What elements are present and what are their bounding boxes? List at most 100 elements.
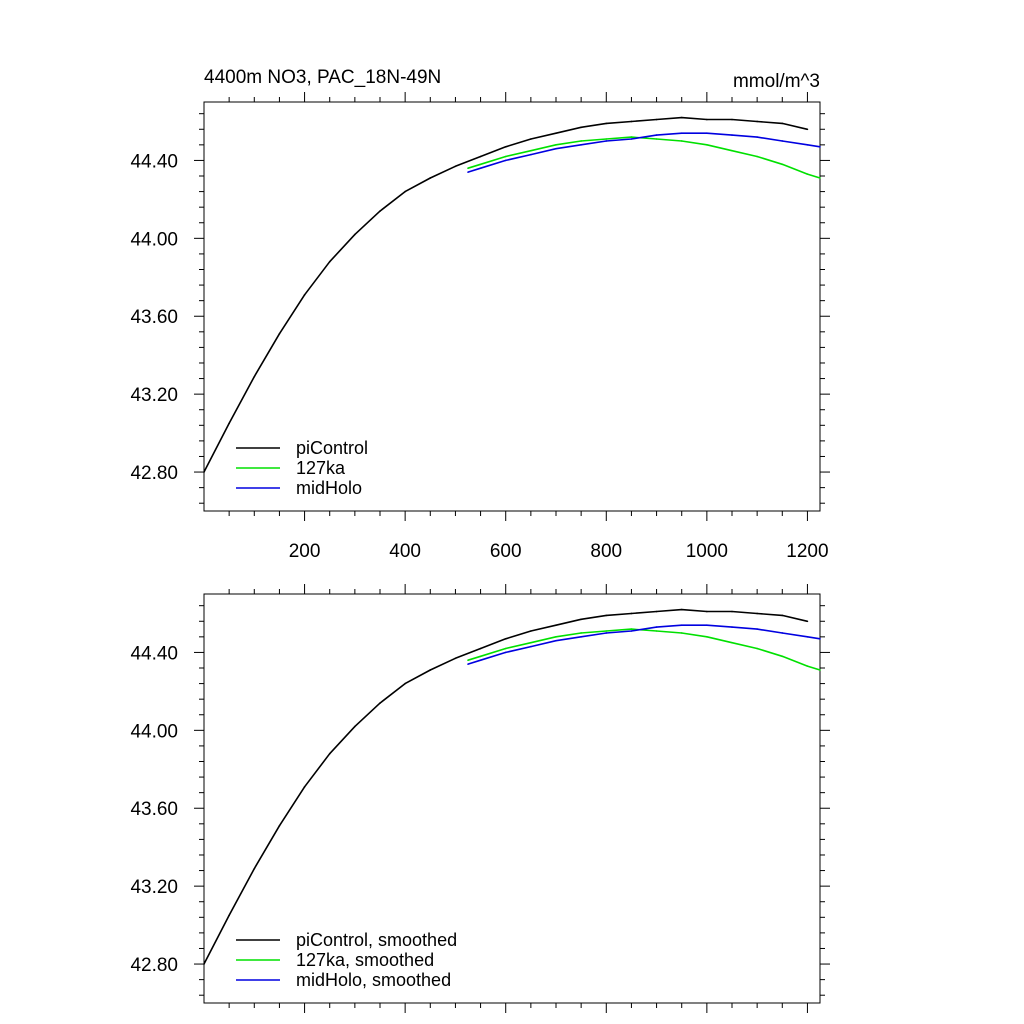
chart-1-data-point bbox=[504, 145, 507, 148]
chart-1-data-point bbox=[429, 177, 432, 179]
chart-2-data-point bbox=[580, 632, 582, 634]
chart-1-data-point bbox=[278, 332, 281, 335]
chart-1-legend-label: midHolo bbox=[296, 478, 362, 498]
chart-2-data-point bbox=[781, 655, 784, 658]
chart-1-data-point bbox=[530, 153, 532, 156]
chart-1-data-point bbox=[731, 134, 733, 136]
chart-2-data-point bbox=[706, 636, 708, 638]
chart-2-ytick-label: 43.20 bbox=[130, 877, 178, 898]
chart-2-data-point bbox=[479, 647, 482, 650]
chart-1-data-point bbox=[706, 118, 708, 121]
chart-1-xtick-label: 200 bbox=[289, 541, 321, 562]
chart-1-xtick-label: 400 bbox=[389, 541, 421, 562]
chart-2-data-point bbox=[580, 636, 582, 638]
chart-1-data-point bbox=[655, 118, 658, 121]
chart-1-data-point bbox=[479, 167, 482, 170]
chart-1-data-point bbox=[630, 138, 633, 140]
chart-2-data-point bbox=[454, 657, 457, 660]
chart-1-data-point bbox=[819, 145, 821, 148]
chart-1-data-point bbox=[781, 122, 784, 125]
chart-1-data-point bbox=[580, 144, 582, 146]
chart-1-legend-label: piControl bbox=[296, 438, 368, 458]
chart-2-data-point bbox=[806, 636, 809, 638]
chart-2-data-point bbox=[404, 682, 406, 685]
chart-2-data-point bbox=[819, 637, 821, 640]
chart-1-xtick-label: 1000 bbox=[686, 541, 728, 562]
chart-2-data-point bbox=[655, 630, 658, 632]
chart-1-data-point bbox=[756, 120, 758, 123]
chart-2-data-point bbox=[429, 669, 432, 671]
chart-1-data-point bbox=[806, 128, 809, 131]
chart-1-data-point bbox=[605, 122, 608, 125]
chart-2-data-point bbox=[781, 632, 784, 634]
chart-1-legend-label: 127ka bbox=[296, 458, 346, 478]
chart-1-data-point bbox=[504, 155, 507, 158]
chart-2-data-point bbox=[203, 963, 205, 965]
chart-1-data-point bbox=[680, 116, 683, 119]
chart-1: 42.80 43.20 43.60 44.00 44.40 200 400 600 800 100… bbox=[130, 67, 830, 562]
chart-1-data-point bbox=[605, 140, 608, 142]
chart-2-data-point bbox=[680, 624, 683, 626]
chart-2-data-point bbox=[706, 624, 708, 626]
chart-2-data-point bbox=[731, 641, 733, 644]
chart-1-data-point bbox=[756, 136, 758, 138]
chart-2-data-point bbox=[605, 630, 608, 632]
chart-1-data-point bbox=[203, 471, 205, 473]
chart-2-data-point bbox=[530, 645, 532, 648]
chart-2-ytick-label: 43.60 bbox=[130, 799, 178, 820]
chart-1-data-point bbox=[819, 177, 821, 179]
chart-1-data-point bbox=[706, 144, 708, 146]
chart-2-data-point bbox=[278, 824, 281, 827]
chart-1-data-point bbox=[354, 233, 356, 236]
chart-1-ytick-label: 42.80 bbox=[130, 463, 178, 484]
chart-1-ytick-label: 44.40 bbox=[130, 151, 178, 172]
chart-2-ytick-label: 42.80 bbox=[130, 955, 178, 976]
chart-1-series-1-line bbox=[203, 116, 808, 473]
chart-2-data-point bbox=[504, 651, 507, 654]
chart-1-data-point bbox=[328, 260, 331, 263]
chart-1-series-3-line bbox=[467, 132, 821, 173]
chart-1-ytick-label: 44.00 bbox=[130, 229, 178, 250]
chart-1-data-point bbox=[253, 375, 256, 378]
chart-2-data-point bbox=[228, 914, 230, 917]
chart-1-data-point bbox=[806, 173, 809, 175]
chart-1-title: 4400m NO3, PAC_18N-49N bbox=[204, 67, 441, 88]
chart-1-data-point bbox=[731, 149, 733, 152]
chart-1-data-point bbox=[479, 163, 482, 166]
chart-2-data-point bbox=[467, 663, 469, 665]
chart-1-data-point bbox=[605, 138, 608, 140]
chart-2-data-point bbox=[781, 614, 784, 617]
chart-1-units: mmol/m^3 bbox=[733, 71, 820, 92]
chart-2-series-1-line bbox=[203, 608, 808, 965]
chart-1-data-point bbox=[756, 155, 758, 158]
chart-1-ytick-label: 43.20 bbox=[130, 385, 178, 406]
chart-2-data-point bbox=[530, 630, 532, 632]
chart-2-data-point bbox=[555, 636, 557, 638]
chart-1-ytick-label: 43.60 bbox=[130, 307, 178, 328]
chart-2-series-2-points bbox=[467, 628, 821, 671]
chart-2-data-point bbox=[504, 637, 507, 640]
chart-2-data-point bbox=[253, 867, 256, 870]
chart-1-series-2-line bbox=[467, 136, 821, 179]
chart-1-data-point bbox=[467, 167, 469, 170]
chart-2-data-point bbox=[819, 669, 821, 671]
chart-1-xtick-label: 800 bbox=[590, 541, 622, 562]
chart-2-data-point bbox=[555, 624, 557, 626]
chart-1-data-point bbox=[555, 132, 557, 134]
chart-1-data-point bbox=[655, 134, 658, 136]
chart-2-data-point bbox=[328, 752, 331, 755]
chart-1-data-point bbox=[454, 165, 457, 168]
chart-1-series-3-points bbox=[467, 132, 821, 173]
chart-2-data-point bbox=[756, 612, 758, 615]
chart-1-xtick-label: 600 bbox=[490, 541, 522, 562]
chart-2-legend-label: midHolo, smoothed bbox=[296, 970, 451, 990]
chart-2-data-point bbox=[731, 610, 733, 613]
chart-1-data-point bbox=[555, 144, 557, 146]
chart-2-data-point bbox=[605, 632, 608, 634]
chart-2-data-point bbox=[354, 725, 356, 728]
chart-1-data-point bbox=[504, 159, 507, 162]
chart-2-data-point bbox=[630, 630, 633, 632]
chart-2-data-point bbox=[479, 655, 482, 658]
chart-2-data-point bbox=[806, 620, 809, 623]
chart-2-series-2-line bbox=[467, 628, 821, 671]
